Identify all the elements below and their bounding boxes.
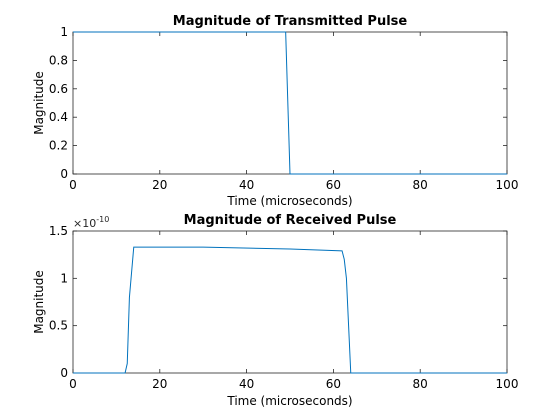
transmitted-x-tick-label: 0 xyxy=(69,178,77,192)
received-x-axis-label: Time (microseconds) xyxy=(226,394,352,408)
transmitted-x-axis-label: Time (microseconds) xyxy=(226,194,352,208)
received-plot-area xyxy=(72,230,508,374)
received-pulse-line xyxy=(73,246,507,374)
transmitted-x-tick-label: 40 xyxy=(239,178,254,192)
transmitted-chart-title: Magnitude of Transmitted Pulse xyxy=(173,14,408,29)
received-x-tick-label: 40 xyxy=(239,377,254,391)
transmitted-pulse-chart: Magnitude of Transmitted Pulse Time (mic… xyxy=(32,14,518,208)
transmitted-y-tick-label: 0 xyxy=(60,167,68,181)
received-y-exponent-base: ×10 xyxy=(73,217,96,230)
received-y-exponent-power: -10 xyxy=(96,215,109,224)
transmitted-x-tick-label: 60 xyxy=(326,178,341,192)
received-y-axis-label: Magnitude xyxy=(32,270,46,334)
transmitted-y-tick-label: 0.4 xyxy=(49,110,68,124)
transmitted-x-tick-label: 100 xyxy=(496,178,519,192)
transmitted-y-tick-label: 0.2 xyxy=(49,139,68,153)
received-chart-title: Magnitude of Received Pulse xyxy=(184,213,397,228)
transmitted-y-tick-label: 0.8 xyxy=(49,53,68,67)
transmitted-y-axis-label: Magnitude xyxy=(32,71,46,135)
received-x-tick-label: 100 xyxy=(496,377,519,391)
transmitted-axis-ticks: 0 20 40 60 80 100 0 0.2 0.4 0.6 0.8 1 xyxy=(49,25,519,192)
received-y-tick-label: 1.5 xyxy=(49,224,68,238)
received-y-tick-label: 0 xyxy=(60,366,68,380)
transmitted-pulse-line xyxy=(73,31,507,175)
received-x-tick-label: 0 xyxy=(69,377,77,391)
received-y-tick-label: 1 xyxy=(60,271,68,285)
received-axis-ticks: 0 20 40 60 80 100 0 0.5 1 1.5 xyxy=(49,224,519,391)
transmitted-y-tick-label: 0.6 xyxy=(49,82,68,96)
transmitted-plot-area xyxy=(72,31,508,175)
received-pulse-chart: Magnitude of Received Pulse Time (micros… xyxy=(32,213,518,408)
transmitted-x-tick-label: 80 xyxy=(413,178,428,192)
transmitted-x-tick-label: 20 xyxy=(152,178,167,192)
transmitted-y-tick-label: 1 xyxy=(60,25,68,39)
received-y-exponent-label: ×10-10 xyxy=(73,215,109,230)
received-x-tick-label: 20 xyxy=(152,377,167,391)
received-x-tick-label: 80 xyxy=(413,377,428,391)
received-y-tick-label: 0.5 xyxy=(49,319,68,333)
received-x-tick-label: 60 xyxy=(326,377,341,391)
